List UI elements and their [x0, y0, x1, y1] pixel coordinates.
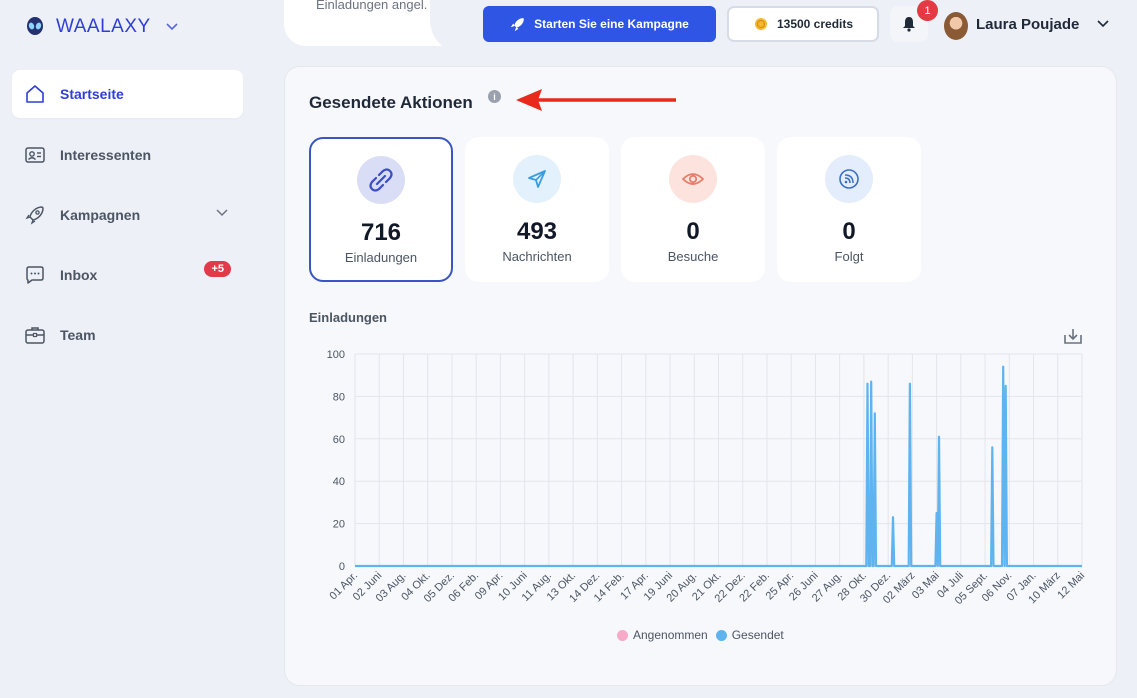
- sidebar-item-interessenten[interactable]: Interessenten: [12, 131, 243, 179]
- link-icon: [369, 168, 393, 192]
- x-tick-label: 12 Mai: [1055, 570, 1087, 602]
- start-campaign-button[interactable]: Starten Sie eine Kampagne: [483, 6, 716, 42]
- bell-icon: [903, 17, 915, 32]
- stat-label: Besuche: [667, 249, 719, 264]
- chevron-down-icon[interactable]: [1096, 19, 1110, 29]
- stat-value: 0: [686, 218, 700, 245]
- rss-icon: [839, 169, 859, 189]
- stat-value: 493: [516, 218, 558, 245]
- rocket-icon: [24, 204, 46, 226]
- coins-icon: [754, 18, 767, 30]
- top-faded-text: Einladungen angel.: [316, 0, 428, 12]
- chart-legend: Angenommen Gesendet: [617, 628, 784, 642]
- sidebar-item-startseite[interactable]: Startseite: [12, 70, 243, 118]
- stat-icon-circle: [357, 156, 405, 204]
- stat-label: Nachrichten: [502, 249, 572, 264]
- sidebar-item-label: Interessenten: [60, 147, 152, 163]
- info-icon[interactable]: i: [488, 90, 501, 103]
- chart-title: Einladungen: [309, 310, 387, 325]
- chat-icon: [24, 264, 46, 286]
- y-tick-label: 40: [333, 476, 345, 488]
- credits-label: 13500 credits: [776, 17, 854, 31]
- start-campaign-label: Starten Sie eine Kampagne: [534, 17, 689, 31]
- chevron-down-icon[interactable]: [215, 208, 229, 218]
- sidebar-item-label: Startseite: [60, 86, 124, 102]
- stat-value: 0: [842, 218, 856, 245]
- rocket-icon: [510, 18, 524, 32]
- legend-dot: [715, 629, 727, 641]
- y-tick-label: 100: [327, 349, 345, 361]
- stat-icon-circle: [825, 155, 873, 203]
- stat-value: 716: [360, 219, 402, 246]
- stat-card-nachrichten[interactable]: 493 Nachrichten: [465, 137, 609, 282]
- stat-label: Einladungen: [344, 250, 418, 265]
- x-tick-label: 03 Mai: [910, 570, 942, 602]
- legend-label: Angenommen: [633, 628, 708, 642]
- app-logo[interactable]: WAALAXY: [24, 16, 179, 38]
- legend-label: Gesendet: [731, 628, 784, 642]
- notification-badge: 1: [917, 0, 938, 21]
- page-title: Gesendete Aktionen: [309, 93, 473, 112]
- avatar[interactable]: [944, 12, 968, 40]
- stat-icon-circle: [669, 155, 717, 203]
- stat-card-einladungen[interactable]: 716 Einladungen: [309, 137, 453, 282]
- briefcase-icon: [24, 324, 46, 346]
- legend-dot: [617, 629, 628, 641]
- eye-icon: [681, 173, 705, 185]
- paper-plane-icon: [528, 170, 546, 188]
- contacts-icon: [24, 144, 46, 166]
- y-tick-label: 0: [339, 561, 345, 573]
- legend-item-angenommen[interactable]: Angenommen: [617, 628, 708, 642]
- series-line-gesendet: [355, 365, 1082, 568]
- sidebar-item-kampagnen[interactable]: Kampagnen: [12, 191, 243, 239]
- y-tick-label: 80: [333, 391, 345, 403]
- inbox-badge: +5: [204, 261, 231, 277]
- app-name: WAALAXY: [56, 16, 151, 37]
- credits-button[interactable]: 13500 credits: [727, 6, 879, 42]
- sidebar-item-team[interactable]: Team: [12, 311, 243, 359]
- y-tick-label: 60: [333, 434, 345, 446]
- sidebar-item-label: Inbox: [60, 267, 98, 283]
- sidebar-item-inbox[interactable]: Inbox +5: [12, 251, 243, 299]
- legend-item-gesendet[interactable]: Gesendet: [715, 628, 784, 642]
- chevron-down-icon[interactable]: [165, 22, 179, 32]
- alien-icon: [27, 17, 43, 35]
- home-icon: [24, 83, 46, 105]
- stat-card-folgt[interactable]: 0 Folgt: [777, 137, 921, 282]
- download-icon[interactable]: [1063, 326, 1083, 346]
- sidebar: WAALAXY Startseite Interessenten Kampagn…: [0, 0, 260, 698]
- stat-card-besuche[interactable]: 0 Besuche: [621, 137, 765, 282]
- user-name[interactable]: Laura Poujade: [976, 16, 1080, 33]
- notifications-button[interactable]: [890, 6, 928, 42]
- stat-icon-circle: [513, 155, 561, 203]
- sidebar-item-label: Kampagnen: [60, 207, 141, 223]
- stat-label: Folgt: [834, 249, 864, 264]
- y-tick-label: 20: [333, 519, 345, 531]
- red-arrow-annotation: [516, 89, 676, 111]
- sidebar-item-label: Team: [60, 327, 96, 343]
